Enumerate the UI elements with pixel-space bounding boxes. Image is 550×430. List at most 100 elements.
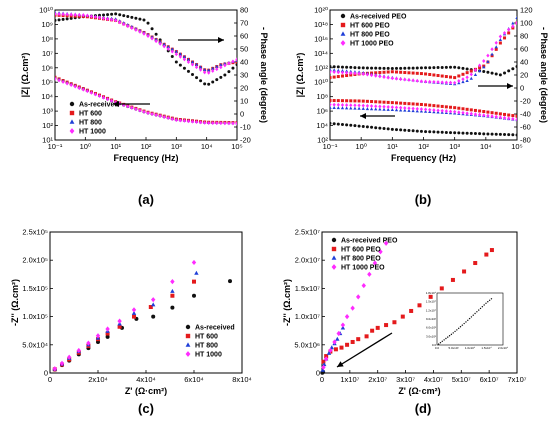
panel-b-impedance-point xyxy=(419,107,424,112)
panel-b-impedance-point xyxy=(399,101,403,105)
panel-b-impedance-point xyxy=(357,106,361,110)
panel-d-y-tick-label: 2.5x10⁷ xyxy=(295,228,321,237)
panel-c-y-tick-label: 0 xyxy=(44,369,48,378)
panel-b-impedance-point xyxy=(411,109,415,113)
panel-a-phase-point xyxy=(174,52,178,57)
panel-d-inset-y-tick-label: 6.0x10³ xyxy=(426,326,436,330)
panel-a-impedance-point xyxy=(89,90,94,95)
panel-b-impedance-point xyxy=(365,107,370,111)
panel-a-y-tick-label: 10² xyxy=(42,121,53,130)
panel-a-impedance-point xyxy=(81,87,85,92)
panel-a-phase-point xyxy=(57,12,61,17)
panel-b-impedance-point xyxy=(444,109,449,114)
panel-d-data-point xyxy=(409,308,414,313)
panel-b-phase-point xyxy=(419,72,423,76)
panel-b-phase-point xyxy=(498,38,503,42)
panel-a-impedance-point xyxy=(207,121,211,125)
panel-b-impedance-point xyxy=(428,130,432,134)
panel-a-phase-point xyxy=(154,39,158,44)
panel-d-data-point xyxy=(462,269,467,274)
panel-a-phase-point xyxy=(150,27,154,31)
panel-b-phase-point xyxy=(332,70,336,74)
panel-b-phase-point xyxy=(415,71,419,75)
panel-d-x-axis-title: Z' (Ω·cm²) xyxy=(398,386,440,396)
panel-b-phase-point xyxy=(340,65,344,69)
panel-a-phase-point xyxy=(130,15,134,19)
panel-a-phase-point xyxy=(109,17,114,22)
panel-c-data-point xyxy=(132,314,136,319)
panel-a-phase-point xyxy=(194,62,199,66)
panel-d-data-point xyxy=(484,252,489,257)
panel-b-impedance-point xyxy=(473,108,477,112)
panel-b-impedance-point xyxy=(411,129,415,133)
panel-a-y2-tick-label: 0 xyxy=(240,110,244,119)
panel-c-x-tick-label: 6x10⁴ xyxy=(184,375,204,384)
panel-d-inset-pointer-arrow-head xyxy=(337,361,344,367)
panel-c-x-tick-label: 4x10⁴ xyxy=(136,375,156,384)
panel-c-panel-label: (c) xyxy=(138,401,154,416)
panel-b-impedance-point xyxy=(490,132,494,136)
panel-a-impedance-point xyxy=(61,80,65,84)
panel-a-phase-point xyxy=(65,17,69,21)
panel-a-legend-label: HT 800 xyxy=(79,120,102,127)
panel-a-impedance-point xyxy=(85,89,90,94)
panel-b-phase-point xyxy=(336,68,340,72)
panel-a-y2-axis-title: - Phase angle (degree) xyxy=(259,27,269,123)
panel-b-arrow-left-head xyxy=(360,113,366,119)
panel-b-x-tick-label: 10⁻¹ xyxy=(323,142,338,151)
panel-b-phase-point xyxy=(490,54,494,58)
panel-c-x-tick-label: 0 xyxy=(48,375,52,384)
panel-c-data-point xyxy=(170,293,175,298)
panel-a-phase-point xyxy=(182,55,187,58)
panel-b-impedance-point xyxy=(399,128,403,132)
panel-d-data-point xyxy=(473,261,478,266)
panel-a-phase-point xyxy=(235,63,237,67)
panel-d-data-point xyxy=(356,294,361,300)
panel-a-phase-point xyxy=(69,12,73,17)
panel-d-data-point xyxy=(336,330,341,337)
panel-c-data-point xyxy=(117,318,122,324)
panel-d-data-point xyxy=(375,325,380,330)
panel-b-impedance-point xyxy=(469,131,473,135)
panel-b-phase-point xyxy=(374,66,378,70)
panel-b-phase-point xyxy=(424,72,428,76)
panel-a-phase-point xyxy=(207,68,211,72)
panel-b-impedance-point xyxy=(507,116,511,121)
panel-c-data-point xyxy=(76,347,81,354)
panel-b-impedance-point xyxy=(424,130,428,134)
panel-b-phase-point xyxy=(511,21,515,25)
panel-a-y2-tick-label: 60 xyxy=(240,32,248,41)
panel-a-legend-label: As-received xyxy=(79,102,119,109)
panel-b-impedance-point xyxy=(378,107,382,111)
panel-c-data-point xyxy=(59,360,65,367)
panel-a-impedance-point xyxy=(93,92,98,97)
panel-b-impedance-point xyxy=(344,106,349,110)
panel-a-arrow-left-head xyxy=(113,101,119,107)
panel-b-impedance-point xyxy=(448,109,453,114)
panel-b-phase-point xyxy=(457,74,461,78)
panel-a: 10⁻¹ 10⁰ 10¹ 10² 10³ 10⁴ 10⁵ 10¹ 10² 10³ 10⁴ 10⁵ 10⁶… xyxy=(20,6,269,208)
panel-b-legend-marker xyxy=(340,13,346,19)
panel-b-phase-point xyxy=(436,74,440,78)
panel-b-phase-point xyxy=(457,79,461,83)
panel-a-impedance-point xyxy=(130,105,134,110)
panel-b-impedance-point xyxy=(386,127,390,131)
panel-a-phase-point xyxy=(118,20,122,25)
panel-a-phase-point xyxy=(194,65,199,70)
panel-b-y2-tick-label: -40 xyxy=(520,110,531,119)
panel-c-y-axis-title: -Z'' (Ω.cm²) xyxy=(10,279,20,326)
panel-b-impedance-point xyxy=(336,106,340,110)
panel-b-phase-point xyxy=(494,40,498,45)
panel-b-legend-marker xyxy=(340,40,346,46)
panel-b: 10⁻¹ 10⁰ 10¹ 10² 10³ 10⁴ 10⁵ 10² 10⁴ 10⁶ 10⁸ 10¹⁰ 10… xyxy=(295,6,549,208)
panel-b-impedance-point xyxy=(415,109,419,113)
panel-d-inset-point xyxy=(463,322,465,325)
panel-b-phase-point xyxy=(457,66,461,70)
panel-d-y-tick-label: 2.0x10⁷ xyxy=(295,256,321,265)
panel-b-phase-point xyxy=(432,73,436,77)
panel-d-inset-point xyxy=(454,330,456,333)
panel-d-inset-point xyxy=(461,324,464,326)
panel-b-phase-point xyxy=(453,80,457,85)
panel-a-impedance-point xyxy=(198,120,203,125)
